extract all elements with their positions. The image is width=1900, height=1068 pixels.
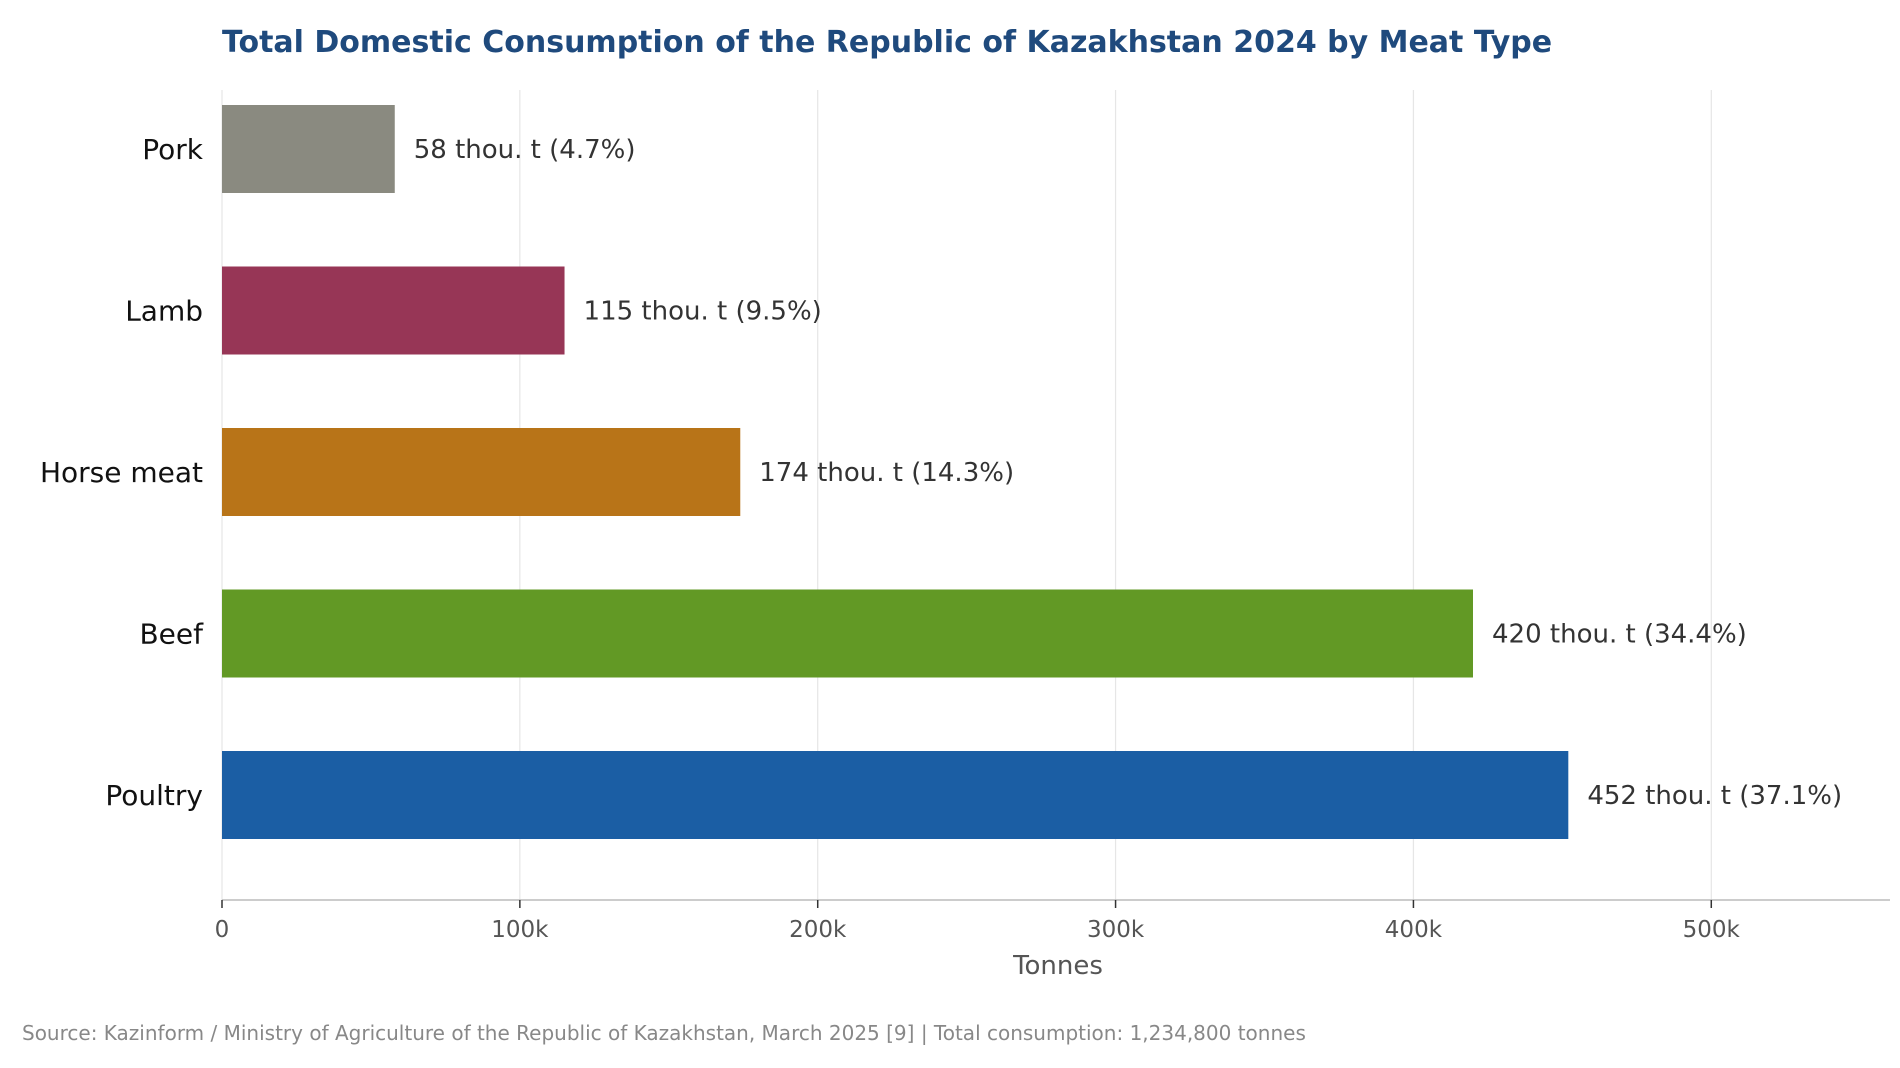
source-note: Source: Kazinform / Ministry of Agricult… [22,1021,1306,1045]
x-axis: 0 100k 200k 300k 400k 500k [215,899,1890,943]
category-label-lamb: Lamb [125,295,203,328]
x-axis-title: Tonnes [1012,951,1103,981]
category-label-horse-meat: Horse meat [40,456,203,489]
x-tick-label-0: 0 [215,917,230,943]
x-tick-label-1: 100k [491,917,549,943]
category-label-beef: Beef [139,618,204,651]
value-label-beef: 420 thou. t (34.4%) [1492,620,1747,650]
bar-pork [222,105,395,193]
value-label-lamb: 115 thou. t (9.5%) [584,297,822,327]
x-tick-label-2: 200k [789,917,847,943]
category-label-poultry: Poultry [105,779,203,812]
bars: Pork 58 thou. t (4.7%) Lamb 115 thou. t (9.… [40,105,1842,839]
x-tick-label-5: 500k [1683,917,1741,943]
category-label-pork: Pork [142,133,204,166]
bar-beef [222,589,1473,678]
x-tick-label-3: 300k [1087,917,1145,943]
bar-horse-meat [222,428,741,516]
bar-poultry [222,751,1569,839]
value-label-poultry: 452 thou. t (37.1%) [1587,781,1842,811]
value-label-horse-meat: 174 thou. t (14.3%) [759,458,1014,488]
bar-lamb [222,266,565,355]
x-tick-label-4: 400k [1385,917,1443,943]
value-label-pork: 58 thou. t (4.7%) [414,135,636,165]
chart-title: Total Domestic Consumption of the Republ… [222,25,1552,60]
